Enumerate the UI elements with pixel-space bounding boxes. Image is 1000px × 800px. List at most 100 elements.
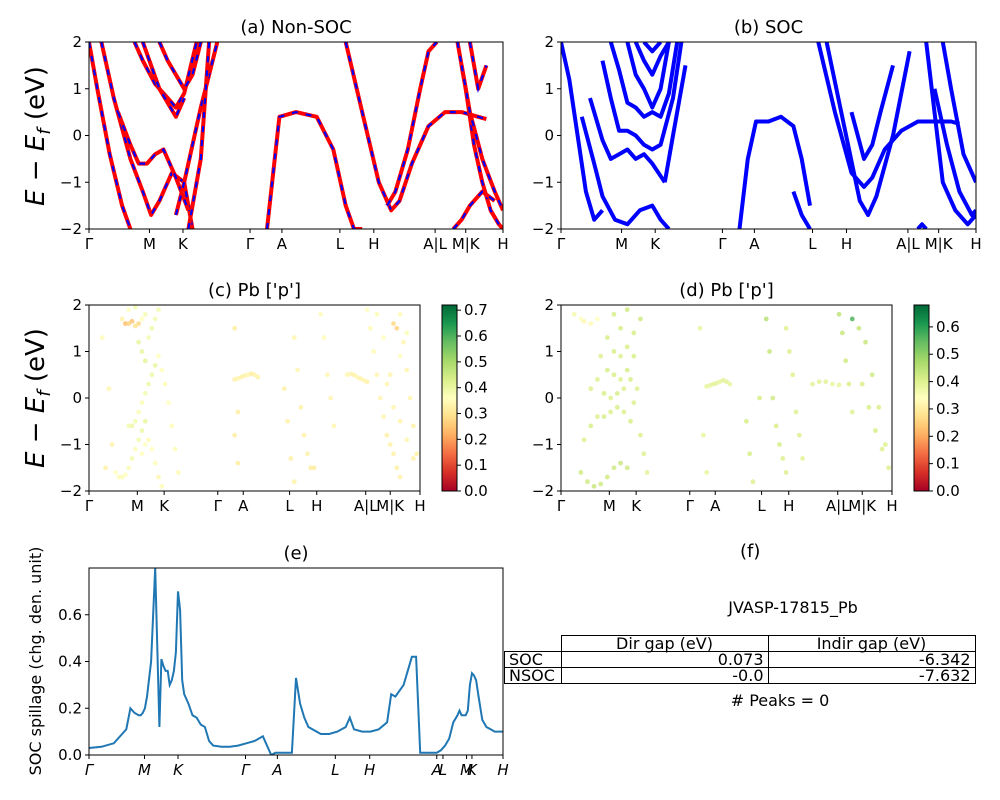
- y-tick-label: 0: [72, 127, 82, 145]
- scatter-point: [578, 470, 584, 475]
- scatter-point: [886, 465, 892, 471]
- scatter-point: [119, 316, 125, 322]
- scatter-point: [830, 381, 835, 387]
- colorbar-tick-label: 0.1: [464, 456, 488, 474]
- x-tick-label: L: [331, 761, 339, 779]
- scatter-point: [618, 377, 623, 382]
- panel-title: (c) Pb ['p']: [208, 280, 301, 301]
- scatter-point: [146, 381, 151, 387]
- scatter-point: [381, 414, 386, 419]
- scatter-point: [588, 423, 594, 429]
- colorbar-tick-label: 0.0: [464, 482, 488, 500]
- scatter-point: [139, 451, 145, 457]
- scatter-point: [700, 432, 706, 438]
- scatter-point: [404, 367, 410, 373]
- scatter-point: [156, 353, 161, 359]
- y-tick-label: 0.2: [58, 699, 82, 717]
- colorbar-tick-label: 0.0: [936, 482, 960, 500]
- y-tick-label: 0.4: [58, 653, 82, 671]
- band-line-dashed: [141, 42, 186, 120]
- scatter-point: [628, 418, 633, 424]
- scatter-point: [767, 349, 772, 354]
- colorbar-tick-label: 0.2: [464, 430, 488, 448]
- scatter-point: [139, 400, 145, 406]
- scatter-point: [301, 432, 307, 438]
- band-line: [608, 42, 680, 119]
- scatter-point: [638, 316, 643, 322]
- x-tick-label: H: [311, 497, 322, 515]
- scatter-point: [757, 395, 762, 401]
- band-line: [343, 42, 487, 213]
- scatter-point: [159, 483, 165, 489]
- axes-frame: [560, 304, 893, 492]
- scatter-point: [136, 437, 142, 443]
- scatter-point: [142, 311, 148, 317]
- x-tick-label: A|L: [826, 497, 850, 515]
- scatter-point: [146, 335, 151, 340]
- scatter-point: [873, 428, 878, 433]
- scatter-point: [123, 321, 128, 326]
- scatter-point: [624, 344, 630, 350]
- scatter-point: [126, 307, 132, 313]
- colorbar-tick-label: 0.4: [936, 373, 960, 391]
- x-tick-label: M: [460, 761, 473, 779]
- scatter-point: [374, 372, 380, 378]
- x-tick-label: A|L: [354, 497, 378, 515]
- x-tick-label: K: [467, 761, 478, 779]
- x-tick-label: H: [368, 235, 379, 253]
- scatter-point: [106, 386, 112, 392]
- scatter-point: [796, 432, 802, 438]
- scatter-point: [790, 372, 796, 378]
- row-label: NSOC: [504, 667, 562, 684]
- x-tick-label: K: [173, 761, 184, 779]
- scatter-point: [581, 318, 587, 324]
- x-tick-label: A: [431, 761, 442, 779]
- x-tick-label: Γ: [557, 235, 566, 253]
- band-line: [824, 42, 912, 217]
- scatter-point: [624, 307, 630, 313]
- y-tick-label: 0.6: [58, 606, 82, 624]
- scatter-point: [371, 349, 377, 354]
- scatter-point: [810, 381, 815, 387]
- band-line: [932, 88, 976, 217]
- scatter-point: [126, 465, 132, 471]
- scatter-point: [783, 470, 789, 475]
- y-tick-label: 0: [544, 389, 554, 407]
- scatter-point: [139, 349, 145, 354]
- table-header-indir: Indir gap (eV): [767, 635, 976, 652]
- scatter-point: [235, 460, 241, 466]
- scatter-point: [129, 423, 135, 429]
- scatter-point: [166, 400, 171, 406]
- colorbar-tick-label: 0.6: [936, 318, 960, 336]
- table-row: SOC 0.073 -6.342: [504, 651, 976, 668]
- material-id: JVASP-17815_Pb: [728, 598, 858, 617]
- scatter-point: [321, 335, 327, 340]
- x-tick-label: M: [615, 235, 628, 253]
- scatter-point: [391, 321, 396, 326]
- x-tick-label: A: [277, 235, 288, 253]
- scatter-point: [863, 339, 868, 345]
- scatter-point: [770, 395, 776, 401]
- panel-f-label: (f): [740, 541, 761, 562]
- x-tick-label: A|L: [423, 235, 447, 253]
- band-line: [916, 222, 928, 229]
- y-tick-label: 2: [544, 296, 554, 314]
- x-tick-label: Γ: [85, 761, 95, 779]
- scatter-point: [129, 318, 135, 324]
- scatter-point: [823, 379, 829, 385]
- x-tick-label: L: [336, 235, 345, 253]
- x-tick-label: M: [603, 497, 616, 515]
- band-line-dashed: [265, 110, 363, 229]
- panel-a-nonsoc: (a) Non-SOC −2 −1 0 1 2 Γ M K Γ A L H A|L M|K H E − Ef (…: [21, 17, 509, 253]
- x-tick-label: K: [650, 235, 661, 253]
- x-tick-label: L: [808, 235, 817, 253]
- scatter-point: [856, 325, 862, 331]
- panel-b-soc: (b) SOC −2 −1 0 1 2 Γ M K Γ A L H A|L M|K H: [532, 17, 982, 253]
- scatter-point: [407, 395, 413, 401]
- scatter-point: [308, 465, 314, 471]
- band-line: [642, 42, 663, 54]
- y-axis-label: E − Ef (eV): [21, 66, 55, 206]
- band-line-dashed: [116, 111, 190, 211]
- y-tick-label: 2: [72, 296, 82, 314]
- spillage-line: [89, 568, 503, 755]
